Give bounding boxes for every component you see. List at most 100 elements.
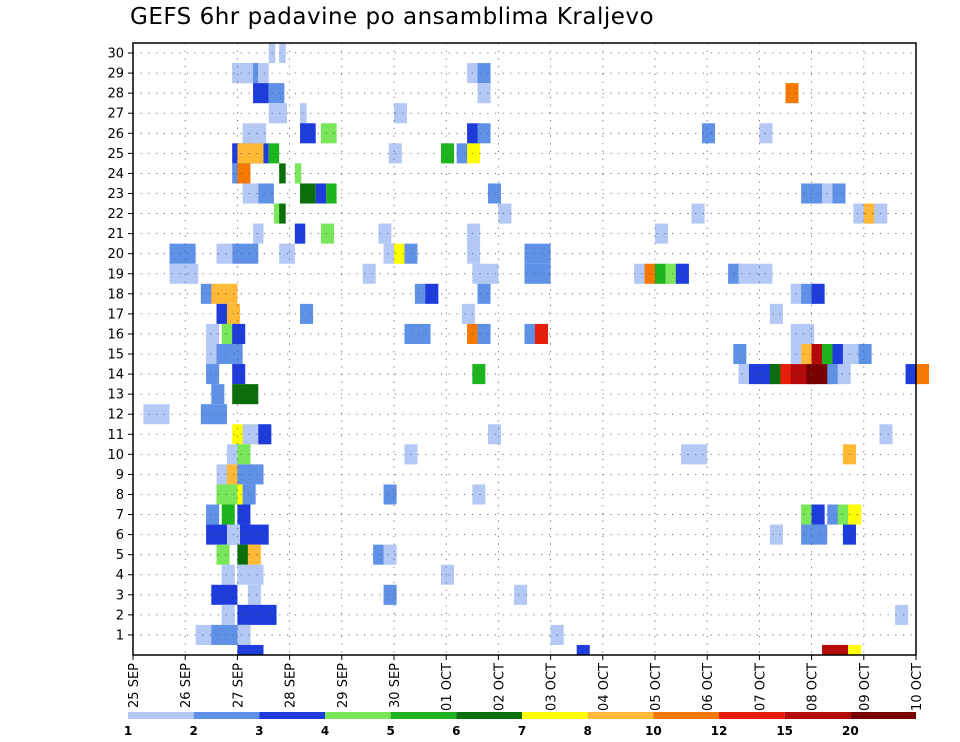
heatmap-cell <box>394 103 408 124</box>
legend-label: 20 <box>842 724 859 738</box>
heatmap-cell <box>206 364 220 385</box>
legend-label: 3 <box>255 724 263 738</box>
y-tick-label: 14 <box>107 368 124 383</box>
heatmap-cell <box>691 203 705 224</box>
legend-label: 6 <box>452 724 460 738</box>
x-tick-label: 10 OCT <box>910 663 925 711</box>
heatmap-cell <box>848 504 862 525</box>
heatmap-cell <box>477 83 491 104</box>
heatmap-cell <box>801 323 815 344</box>
y-tick-label: 13 <box>107 388 124 403</box>
heatmap-cell <box>634 263 648 284</box>
x-tick-label: 27 SEP <box>231 663 246 708</box>
y-tick-label: 19 <box>107 267 124 282</box>
y-tick-label: 8 <box>116 488 124 503</box>
heatmap-cell <box>863 203 877 224</box>
heatmap-cell <box>237 644 264 655</box>
heatmap-cell <box>315 183 327 204</box>
x-tick-label: 29 SEP <box>336 663 351 708</box>
heatmap-cell <box>655 223 669 244</box>
heatmap-cell <box>665 263 679 284</box>
heatmap-cell <box>477 63 491 84</box>
heatmap-cell <box>811 283 825 304</box>
y-tick-label: 3 <box>116 588 124 603</box>
heatmap-cell <box>404 323 431 344</box>
heatmap-cell <box>780 364 794 385</box>
heatmap-cell <box>790 343 804 365</box>
heatmap-cell <box>394 243 408 264</box>
heatmap-cell <box>383 544 397 565</box>
heatmap-cell <box>477 283 491 304</box>
heatmap-cell <box>237 564 264 585</box>
legend-label: 7 <box>518 724 526 738</box>
legend-swatch <box>719 712 785 719</box>
legend-swatch <box>128 712 194 719</box>
heatmap-cell <box>320 123 337 144</box>
heatmap-cell <box>524 263 551 284</box>
heatmap-cell <box>832 343 846 365</box>
heatmap-cell <box>221 504 235 525</box>
x-tick-label: 09 OCT <box>858 663 873 711</box>
heatmap-cell <box>279 163 286 184</box>
heatmap-cell <box>487 183 502 204</box>
legend-label: 8 <box>583 724 591 738</box>
color-legend: 1 2 3 4 5 6 7 8 10 12 15 20 <box>124 712 916 738</box>
legend-label: 10 <box>645 724 662 738</box>
heatmap-cell <box>472 484 486 505</box>
heatmap-cell <box>300 123 316 144</box>
heatmap-cell <box>216 243 233 264</box>
legend-label: 15 <box>776 724 793 738</box>
heatmap-cell <box>185 263 199 284</box>
y-tick-label: 16 <box>107 327 124 342</box>
heatmap-cell <box>200 404 227 425</box>
heatmap-cell <box>701 123 716 144</box>
heatmap-cell <box>801 183 828 204</box>
heatmap-cell <box>801 524 828 545</box>
heatmap-cell <box>748 263 763 284</box>
x-tick-label: 01 OCT <box>440 663 455 711</box>
heatmap-cell <box>822 343 836 365</box>
y-tick-label: 21 <box>107 227 124 242</box>
heatmap-cell <box>300 303 314 324</box>
y-axis-ticks: 1234567891011121314151617181920212223242… <box>107 47 133 643</box>
heatmap-cell <box>477 123 491 144</box>
heatmap-cell <box>738 364 752 385</box>
heatmap-cell <box>487 424 502 445</box>
heatmap-cell <box>216 343 243 365</box>
x-tick-label: 02 OCT <box>492 663 507 711</box>
y-tick-label: 9 <box>116 468 124 483</box>
heatmap-cell <box>801 343 815 365</box>
heatmap-cell <box>383 243 397 264</box>
heatmap-cell <box>425 283 439 304</box>
heatmap-cells <box>143 43 930 655</box>
heatmap-cell <box>456 143 470 164</box>
heatmap-cell <box>247 544 261 565</box>
heatmap-cell <box>216 484 243 505</box>
y-tick-label: 5 <box>116 548 124 563</box>
heatmap-cell <box>822 183 836 204</box>
heatmap-cell <box>383 584 397 605</box>
heatmap-cell <box>232 63 254 84</box>
heatmap-cell <box>644 263 658 284</box>
heatmap-cell <box>790 323 804 344</box>
heatmap-cell <box>268 143 280 164</box>
legend-swatch <box>850 712 916 719</box>
heatmap-cell <box>759 123 773 144</box>
heatmap-cell <box>237 143 264 164</box>
y-tick-label: 26 <box>107 127 124 142</box>
legend-label: 5 <box>386 724 394 738</box>
heatmap-cell <box>279 243 295 264</box>
heatmap-cell <box>378 223 392 244</box>
legend-swatch <box>325 712 391 719</box>
heatmap-cell <box>801 283 815 304</box>
heatmap-cell <box>206 504 220 525</box>
heatmap-cell <box>675 263 689 284</box>
heatmap-cell <box>169 243 196 264</box>
heatmap-cell <box>524 243 551 264</box>
legend-label: 2 <box>189 724 197 738</box>
heatmap-cell <box>237 163 251 184</box>
heatmap-cell <box>216 544 230 565</box>
heatmap-cell <box>326 183 337 204</box>
y-tick-label: 25 <box>107 147 124 162</box>
